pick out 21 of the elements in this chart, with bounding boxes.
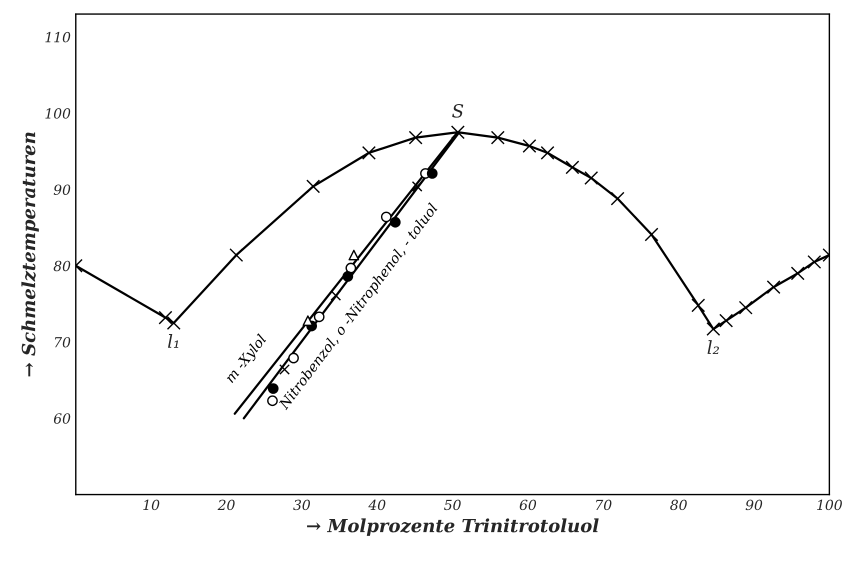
y-tick-label: 70: [54, 336, 70, 348]
x-tick-label: 30: [293, 500, 310, 510]
x-tick-label: 60: [520, 500, 536, 510]
x-axis-title: → Molprozente Trinitrotoluol: [307, 518, 599, 536]
x-tick-label: 90: [746, 500, 762, 510]
x-tick-label: 70: [596, 500, 612, 510]
y-axis-title: → Schmelztemperaturen: [21, 132, 39, 376]
x-tick-label: 80: [670, 500, 687, 510]
x-tick-label: 100: [817, 500, 842, 510]
y-tick-label: 90: [54, 184, 70, 195]
y-tick-label: 100: [45, 108, 70, 119]
y-tick-label: 60: [54, 413, 70, 424]
x-tick-label: 50: [444, 500, 461, 510]
annotation: S: [452, 104, 464, 118]
annotation: l₂: [708, 340, 719, 354]
y-tick-label: 110: [45, 32, 70, 42]
y-tick-label: 80: [54, 260, 70, 272]
x-tick-label: 10: [143, 500, 160, 510]
annotation: l₁: [168, 334, 178, 348]
x-tick-label: 40: [368, 500, 386, 510]
x-tick-label: 20: [218, 500, 235, 510]
